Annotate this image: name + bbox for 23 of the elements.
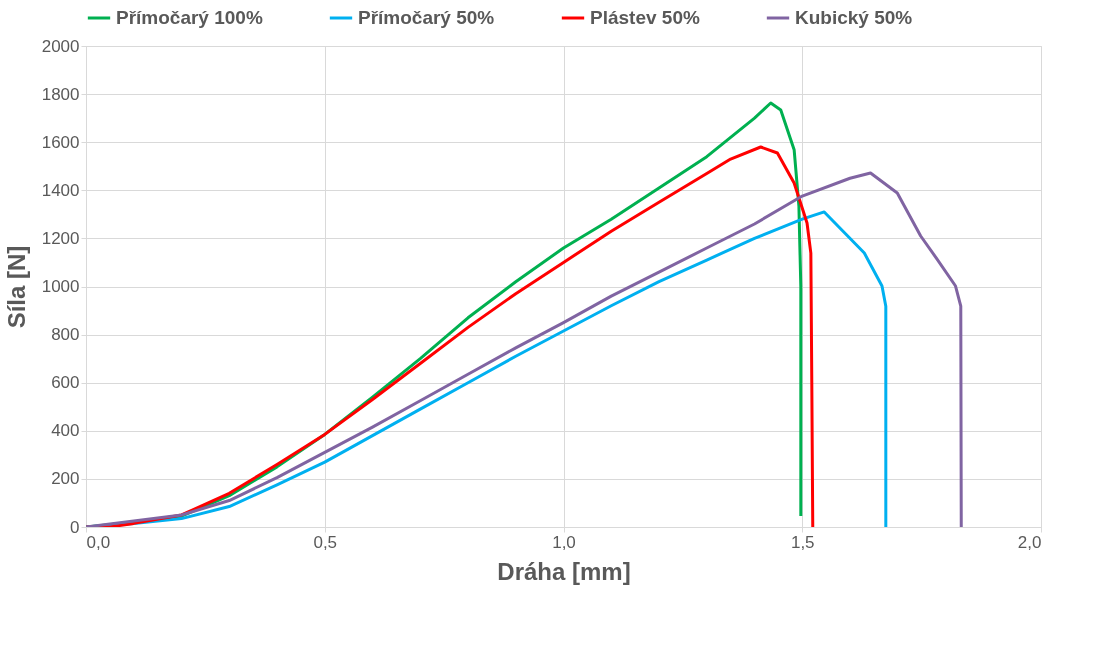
y-tick-label: 800	[51, 325, 80, 345]
x-tick-label: 1,0	[552, 532, 576, 552]
y-tick-label: 600	[51, 373, 80, 393]
legend-label: Kubický 50%	[795, 7, 913, 28]
y-tick-label: 0	[70, 517, 80, 537]
legend-label: Plástev 50%	[590, 7, 700, 28]
legend-label: Přímočarý 100%	[116, 7, 263, 28]
x-tick-label: 0,5	[313, 532, 338, 552]
y-tick-label: 1600	[41, 132, 80, 152]
y-tick-label: 1200	[41, 228, 80, 248]
legend-label: Přímočarý 50%	[358, 7, 495, 28]
x-tick-label: 0,0	[86, 532, 111, 552]
y-tick-label: 400	[51, 421, 80, 441]
y-tick-label: 1400	[41, 180, 80, 200]
x-axis-title: Dráha [mm]	[497, 557, 631, 585]
y-tick-label: 1800	[41, 84, 80, 104]
y-axis-title: Síla [N]	[2, 245, 30, 329]
line-series	[86, 171, 963, 527]
y-tick-label: 2000	[41, 36, 80, 56]
x-tick-label: 1,5	[790, 532, 815, 552]
y-tick-label: 200	[51, 469, 80, 489]
y-tick-label: 1000	[41, 277, 80, 296]
x-tick-label: 2,0	[1017, 532, 1042, 552]
